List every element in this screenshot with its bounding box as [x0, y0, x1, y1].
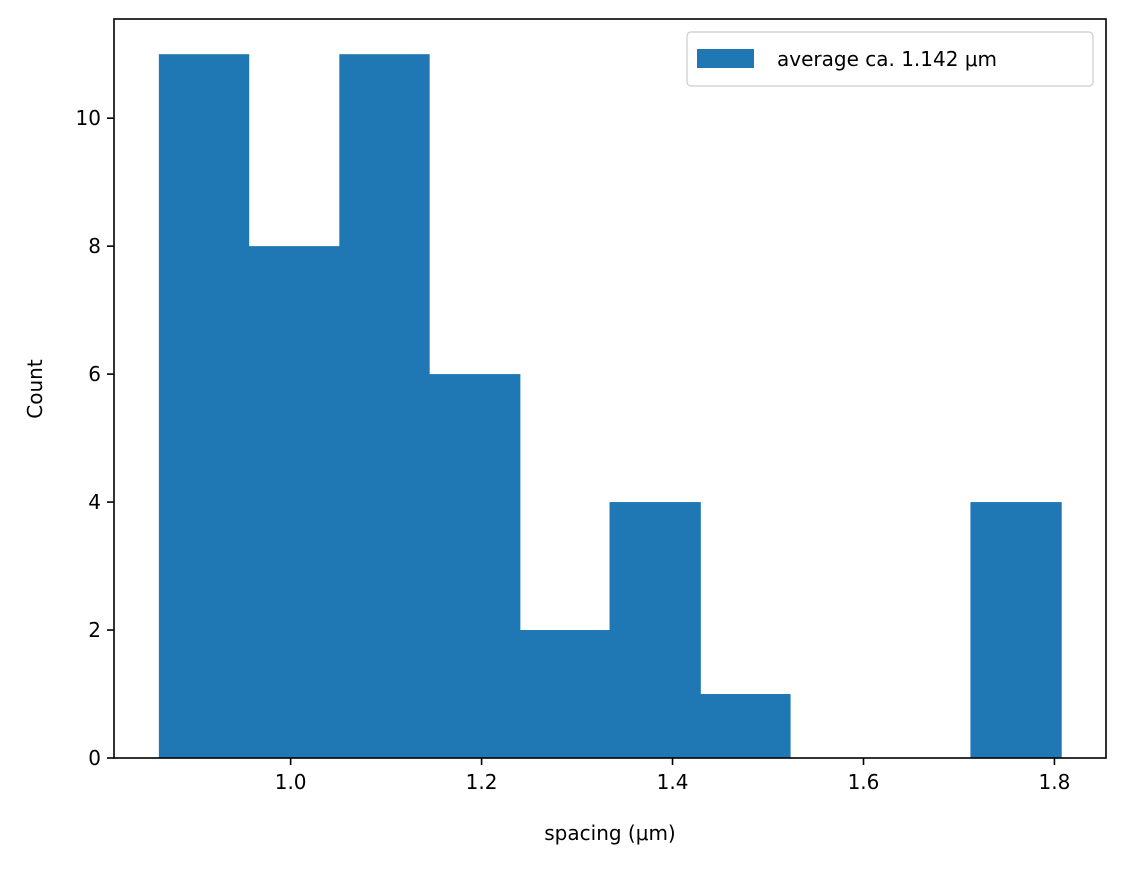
histogram-bar-0 — [158, 54, 250, 758]
x-tick-label: 1.0 — [275, 770, 307, 794]
x-axis-label: spacing (μm) — [544, 821, 675, 845]
y-tick-label: 10 — [76, 106, 101, 130]
x-tick-label: 1.2 — [466, 770, 498, 794]
legend-swatch — [697, 49, 754, 68]
x-tick-label: 1.8 — [1039, 770, 1071, 794]
histogram-bar-4 — [519, 630, 611, 758]
y-tick-label: 2 — [88, 618, 101, 642]
y-axis-ticks: 0 2 4 6 8 10 — [76, 106, 114, 770]
legend: average ca. 1.142 μm — [686, 31, 1094, 87]
y-tick-label: 6 — [88, 362, 101, 386]
histogram-bar-9 — [970, 502, 1062, 758]
x-axis-ticks: 1.0 1.2 1.4 1.6 1.8 — [275, 758, 1071, 794]
y-axis-label: Count — [23, 359, 47, 419]
y-tick-label: 4 — [88, 490, 101, 514]
legend-box — [686, 31, 1094, 87]
histogram-bar-6 — [700, 694, 791, 758]
histogram-bar-5 — [609, 502, 701, 758]
y-tick-label: 8 — [88, 234, 101, 258]
x-tick-label: 1.4 — [657, 770, 689, 794]
legend-label: average ca. 1.142 μm — [777, 47, 997, 71]
histogram-bar-3 — [429, 374, 521, 758]
histogram-bar-2 — [339, 54, 430, 758]
bars-group — [158, 54, 1062, 758]
histogram-bar-1 — [248, 246, 340, 758]
y-tick-label: 0 — [88, 746, 101, 770]
x-tick-label: 1.6 — [848, 770, 880, 794]
plot-frame — [113, 18, 1107, 759]
